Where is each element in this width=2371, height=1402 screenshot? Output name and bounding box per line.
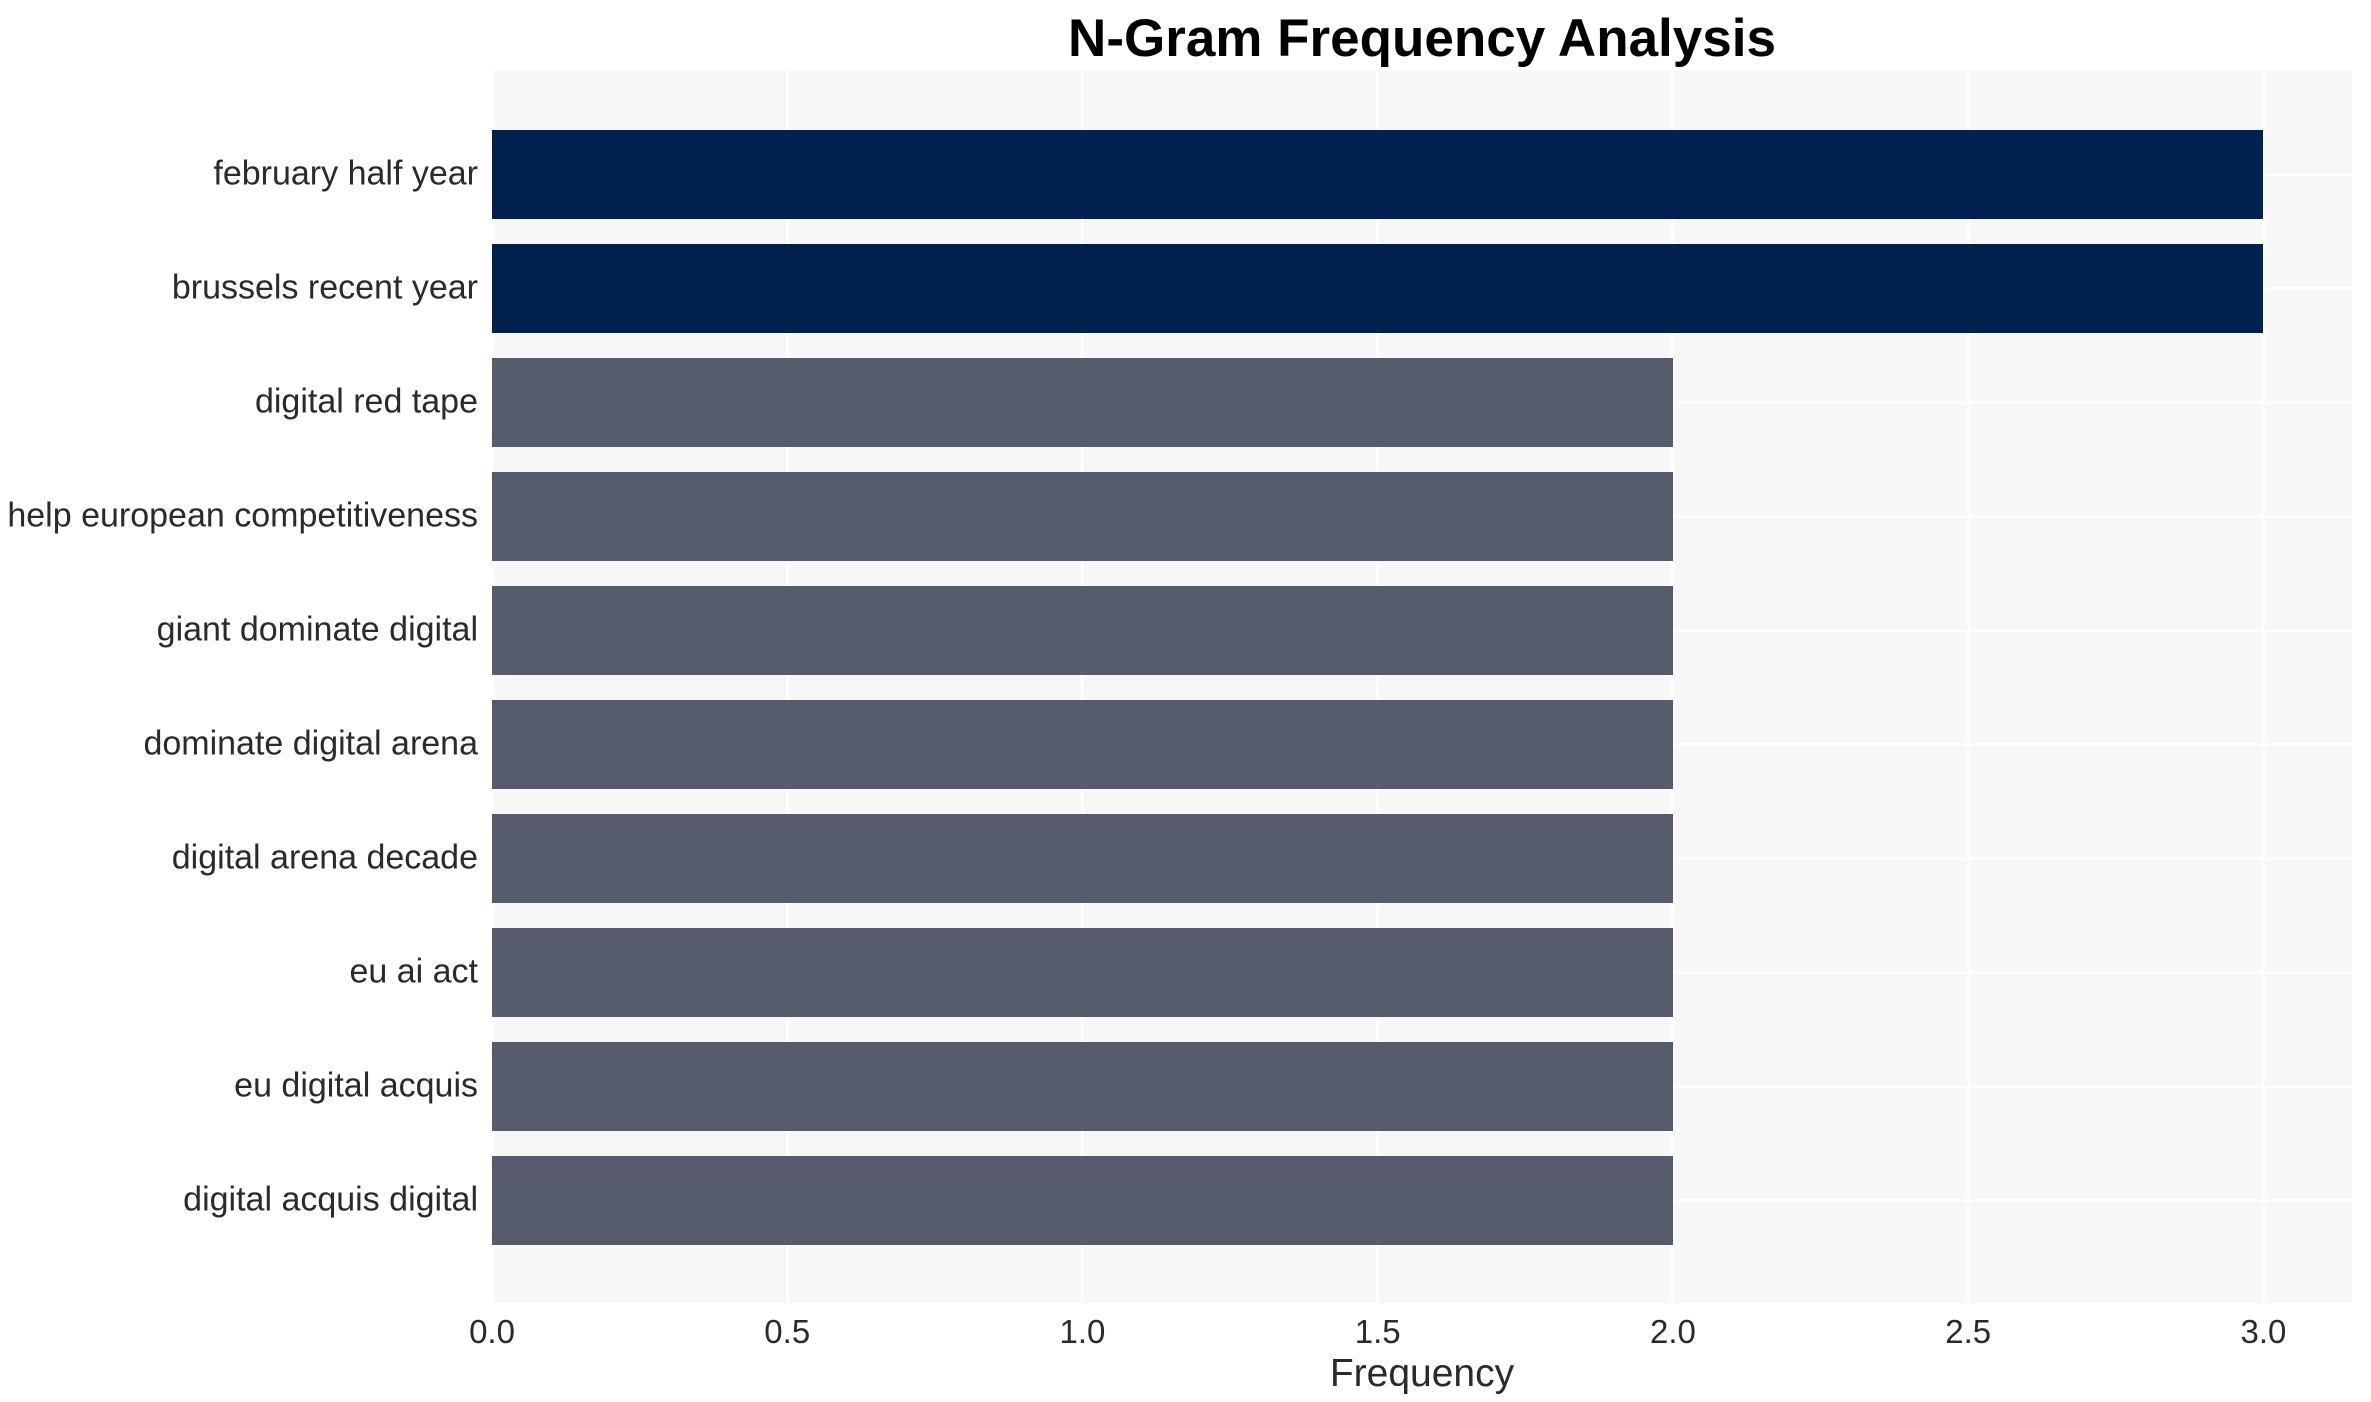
plot-area xyxy=(490,70,2352,1303)
y-tick-label: dominate digital arena xyxy=(143,724,478,763)
gridline-vertical xyxy=(2261,70,2265,1303)
y-tick-label: eu digital acquis xyxy=(234,1066,478,1105)
bar-digital-red-tape xyxy=(492,357,1673,447)
bar-eu-ai-act xyxy=(492,927,1673,1017)
bar-help-european-competitiveness xyxy=(492,471,1673,561)
y-tick-label: giant dominate digital xyxy=(156,610,478,649)
x-tick-label: 1.0 xyxy=(1059,1313,1106,1350)
y-tick-label: brussels recent year xyxy=(171,268,478,307)
gridline-vertical xyxy=(1966,70,1970,1303)
y-tick-label: digital arena decade xyxy=(171,838,478,877)
gridline-vertical xyxy=(785,70,789,1303)
x-tick-label: 3.0 xyxy=(2240,1313,2287,1350)
chart-title: N-Gram Frequency Analysis xyxy=(1068,9,1776,68)
gridline-vertical xyxy=(1080,70,1084,1303)
bar-giant-dominate-digital xyxy=(492,585,1673,675)
gridline-vertical xyxy=(1671,70,1675,1303)
bar-digital-acquis-digital xyxy=(492,1155,1673,1245)
x-tick-label: 2.0 xyxy=(1650,1313,1696,1350)
bar-brussels-recent-year xyxy=(492,243,2264,333)
y-tick-label: help european competitiveness xyxy=(7,496,478,535)
x-tick-label: 0.0 xyxy=(469,1313,515,1350)
x-tick-label: 0.5 xyxy=(764,1313,811,1350)
bar-digital-arena-decade xyxy=(492,813,1673,903)
x-tick-label: 2.5 xyxy=(1945,1313,1992,1350)
x-axis-label: Frequency xyxy=(1329,1352,1515,1395)
y-tick-label: eu ai act xyxy=(349,952,478,991)
bar-february-half-year xyxy=(492,129,2264,219)
bar-eu-digital-acquis xyxy=(492,1041,1673,1131)
gridline-vertical xyxy=(1376,70,1380,1303)
y-tick-label: february half year xyxy=(213,154,478,193)
bar-dominate-digital-arena xyxy=(492,699,1673,789)
y-tick-label: digital acquis digital xyxy=(183,1180,478,1219)
y-tick-label: digital red tape xyxy=(254,382,478,421)
gridline-vertical xyxy=(490,70,494,1303)
y-axis-labels: february half year brussels recent year di… xyxy=(0,0,478,1402)
x-tick-label: 1.5 xyxy=(1354,1313,1401,1350)
